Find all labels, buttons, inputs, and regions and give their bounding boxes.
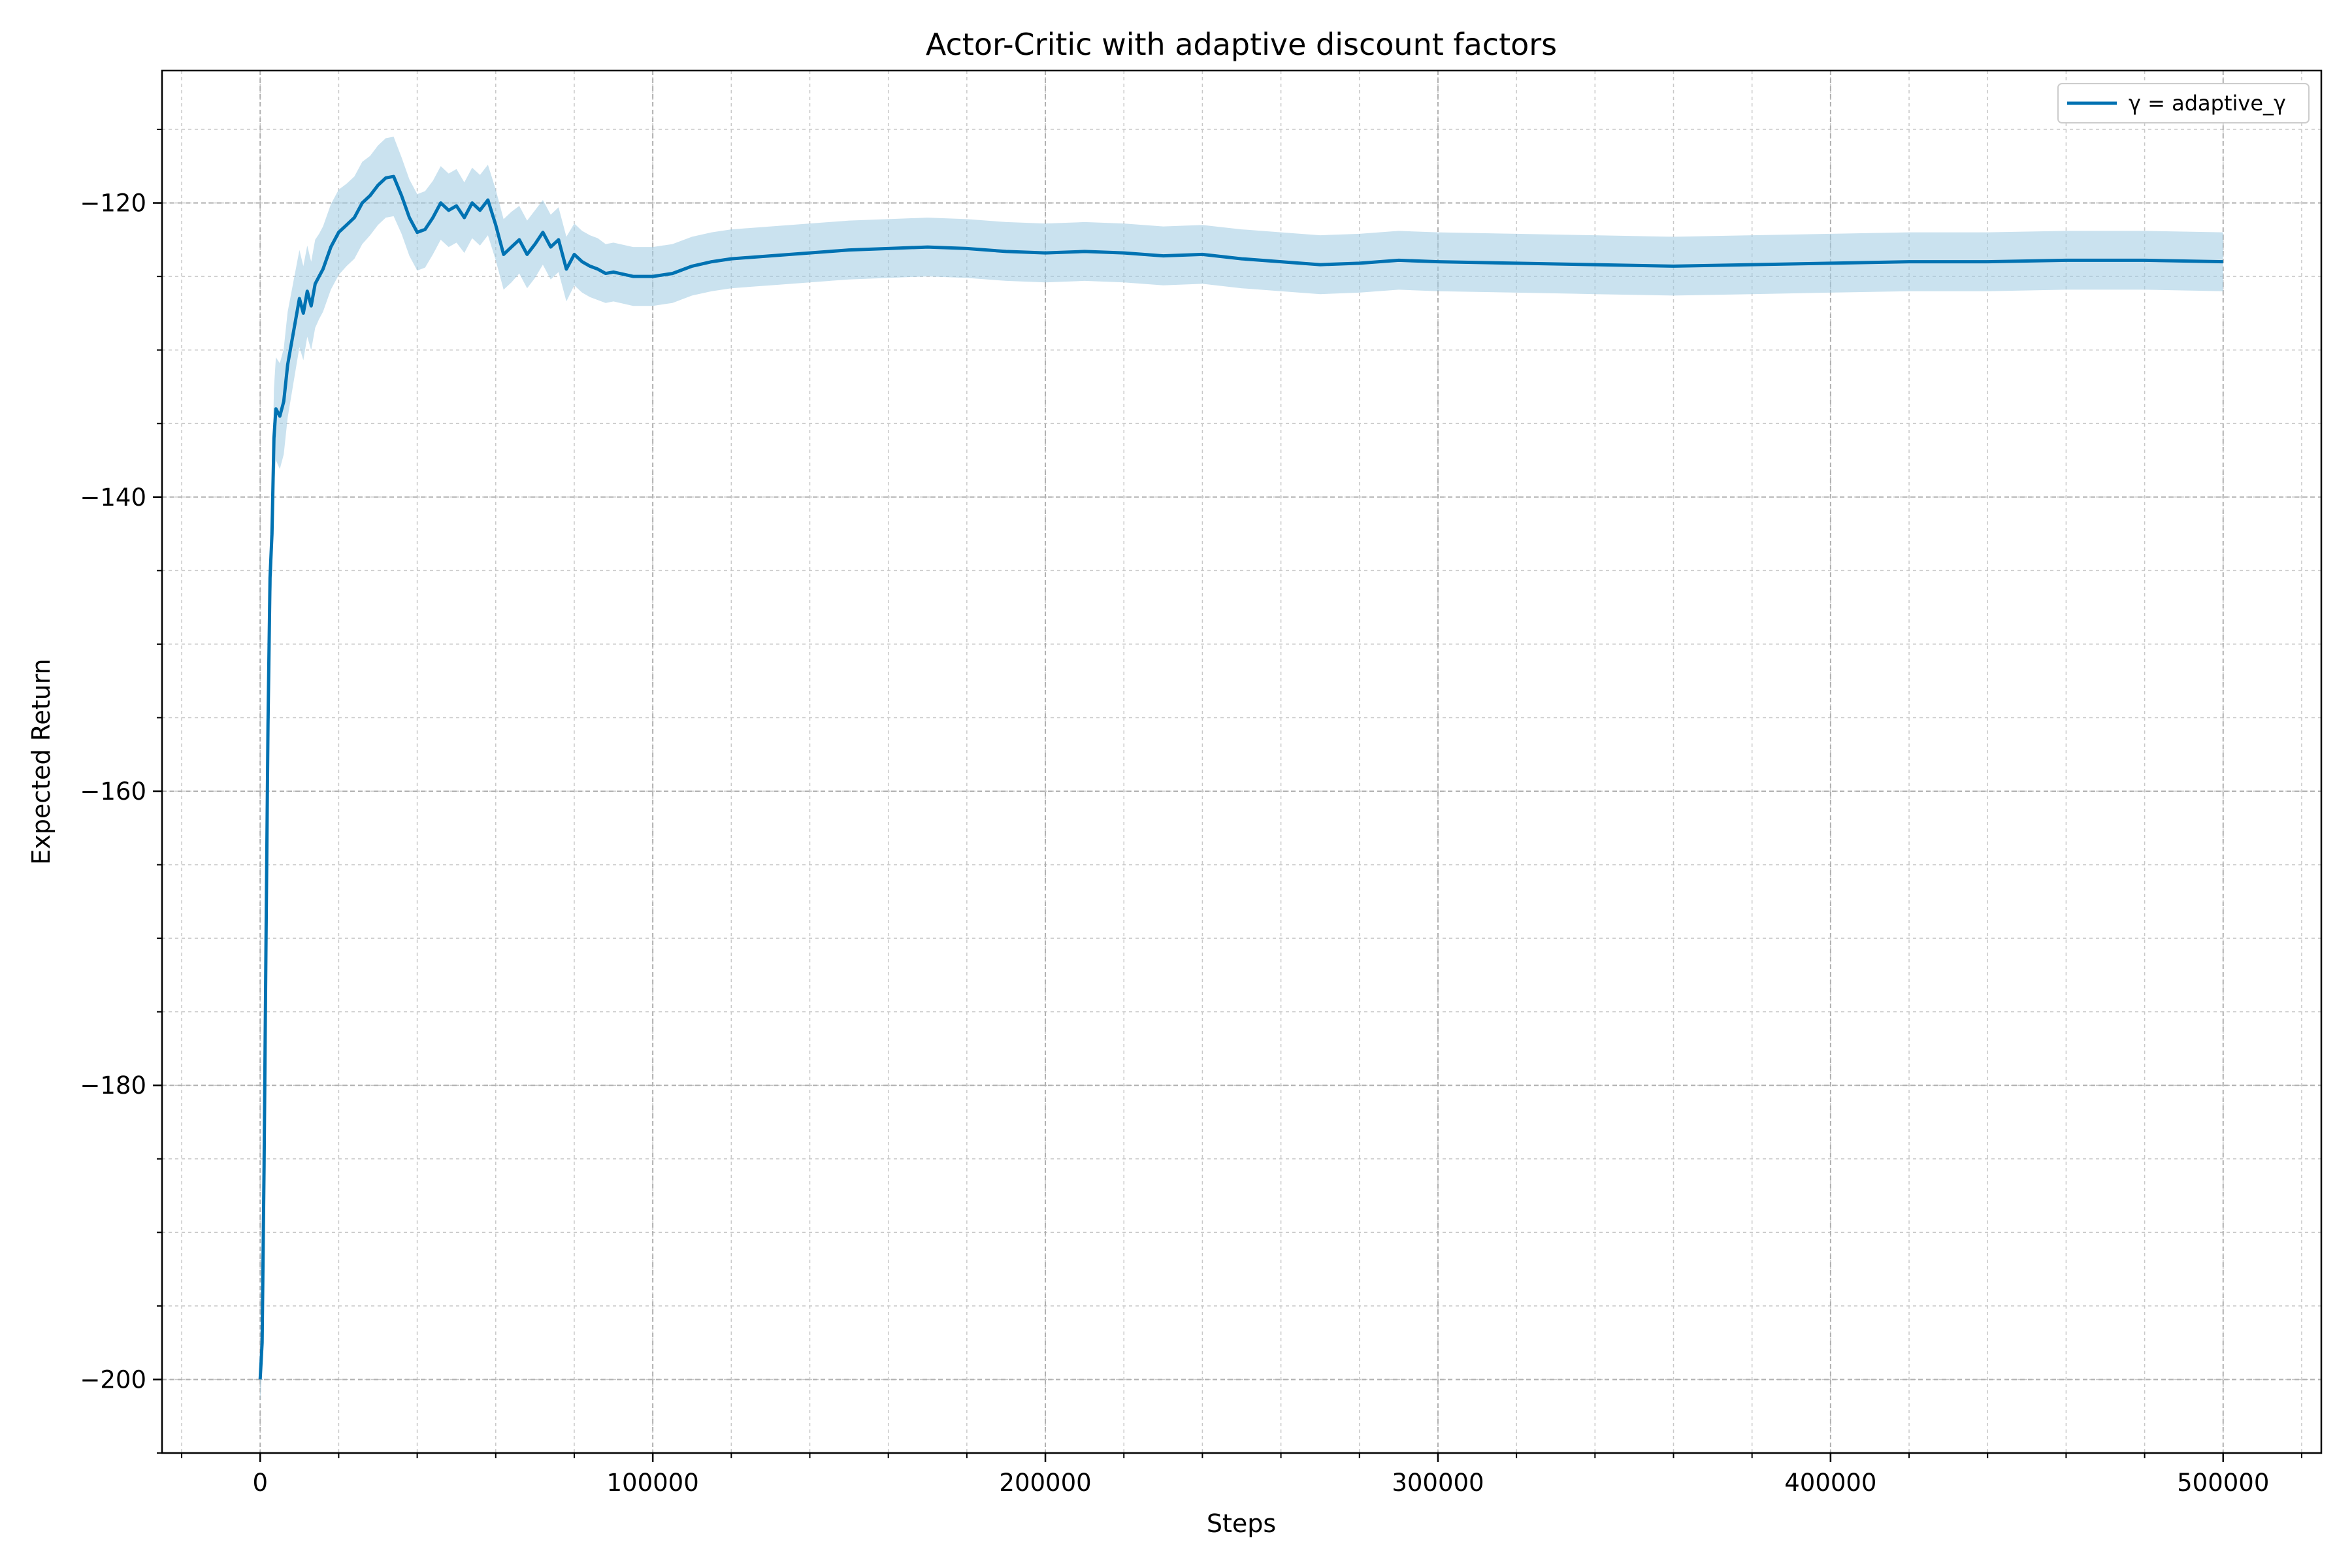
x-tick-label: 500000	[2177, 1469, 2269, 1497]
legend-label: γ = adaptive_γ	[2129, 91, 2286, 116]
y-tick-label: −160	[80, 777, 146, 806]
plot-frame	[161, 69, 2323, 1454]
confidence-band	[260, 137, 2223, 1403]
series-line	[258, 174, 2223, 1380]
x-tick-label: 300000	[1392, 1469, 1484, 1497]
chart-title: Actor-Critic with adaptive discount fact…	[926, 27, 1557, 62]
legend-box	[2057, 83, 2310, 123]
y-tick-label: −140	[80, 483, 146, 512]
y-tick-label: −120	[80, 189, 146, 218]
x-axis: 0 100000 200000 300000 400000 500000	[181, 1453, 2302, 1497]
y-axis-label: Expected Return	[27, 659, 56, 864]
y-tick-label: −180	[80, 1071, 146, 1100]
band-layer	[260, 137, 2223, 1403]
major-grid	[162, 71, 2321, 1453]
x-tick-label: 200000	[999, 1469, 1091, 1497]
y-tick-label: −200	[80, 1365, 146, 1394]
y-axis: −200 −180 −160 −140 −120	[80, 129, 162, 1454]
x-axis-label: Steps	[1207, 1509, 1276, 1538]
legend: γ = adaptive_γ	[2057, 83, 2310, 123]
series-layer	[258, 174, 2223, 1380]
x-tick-label: 400000	[1784, 1469, 1876, 1497]
x-tick-label: 100000	[607, 1469, 699, 1497]
x-tick-label: 0	[252, 1469, 268, 1497]
